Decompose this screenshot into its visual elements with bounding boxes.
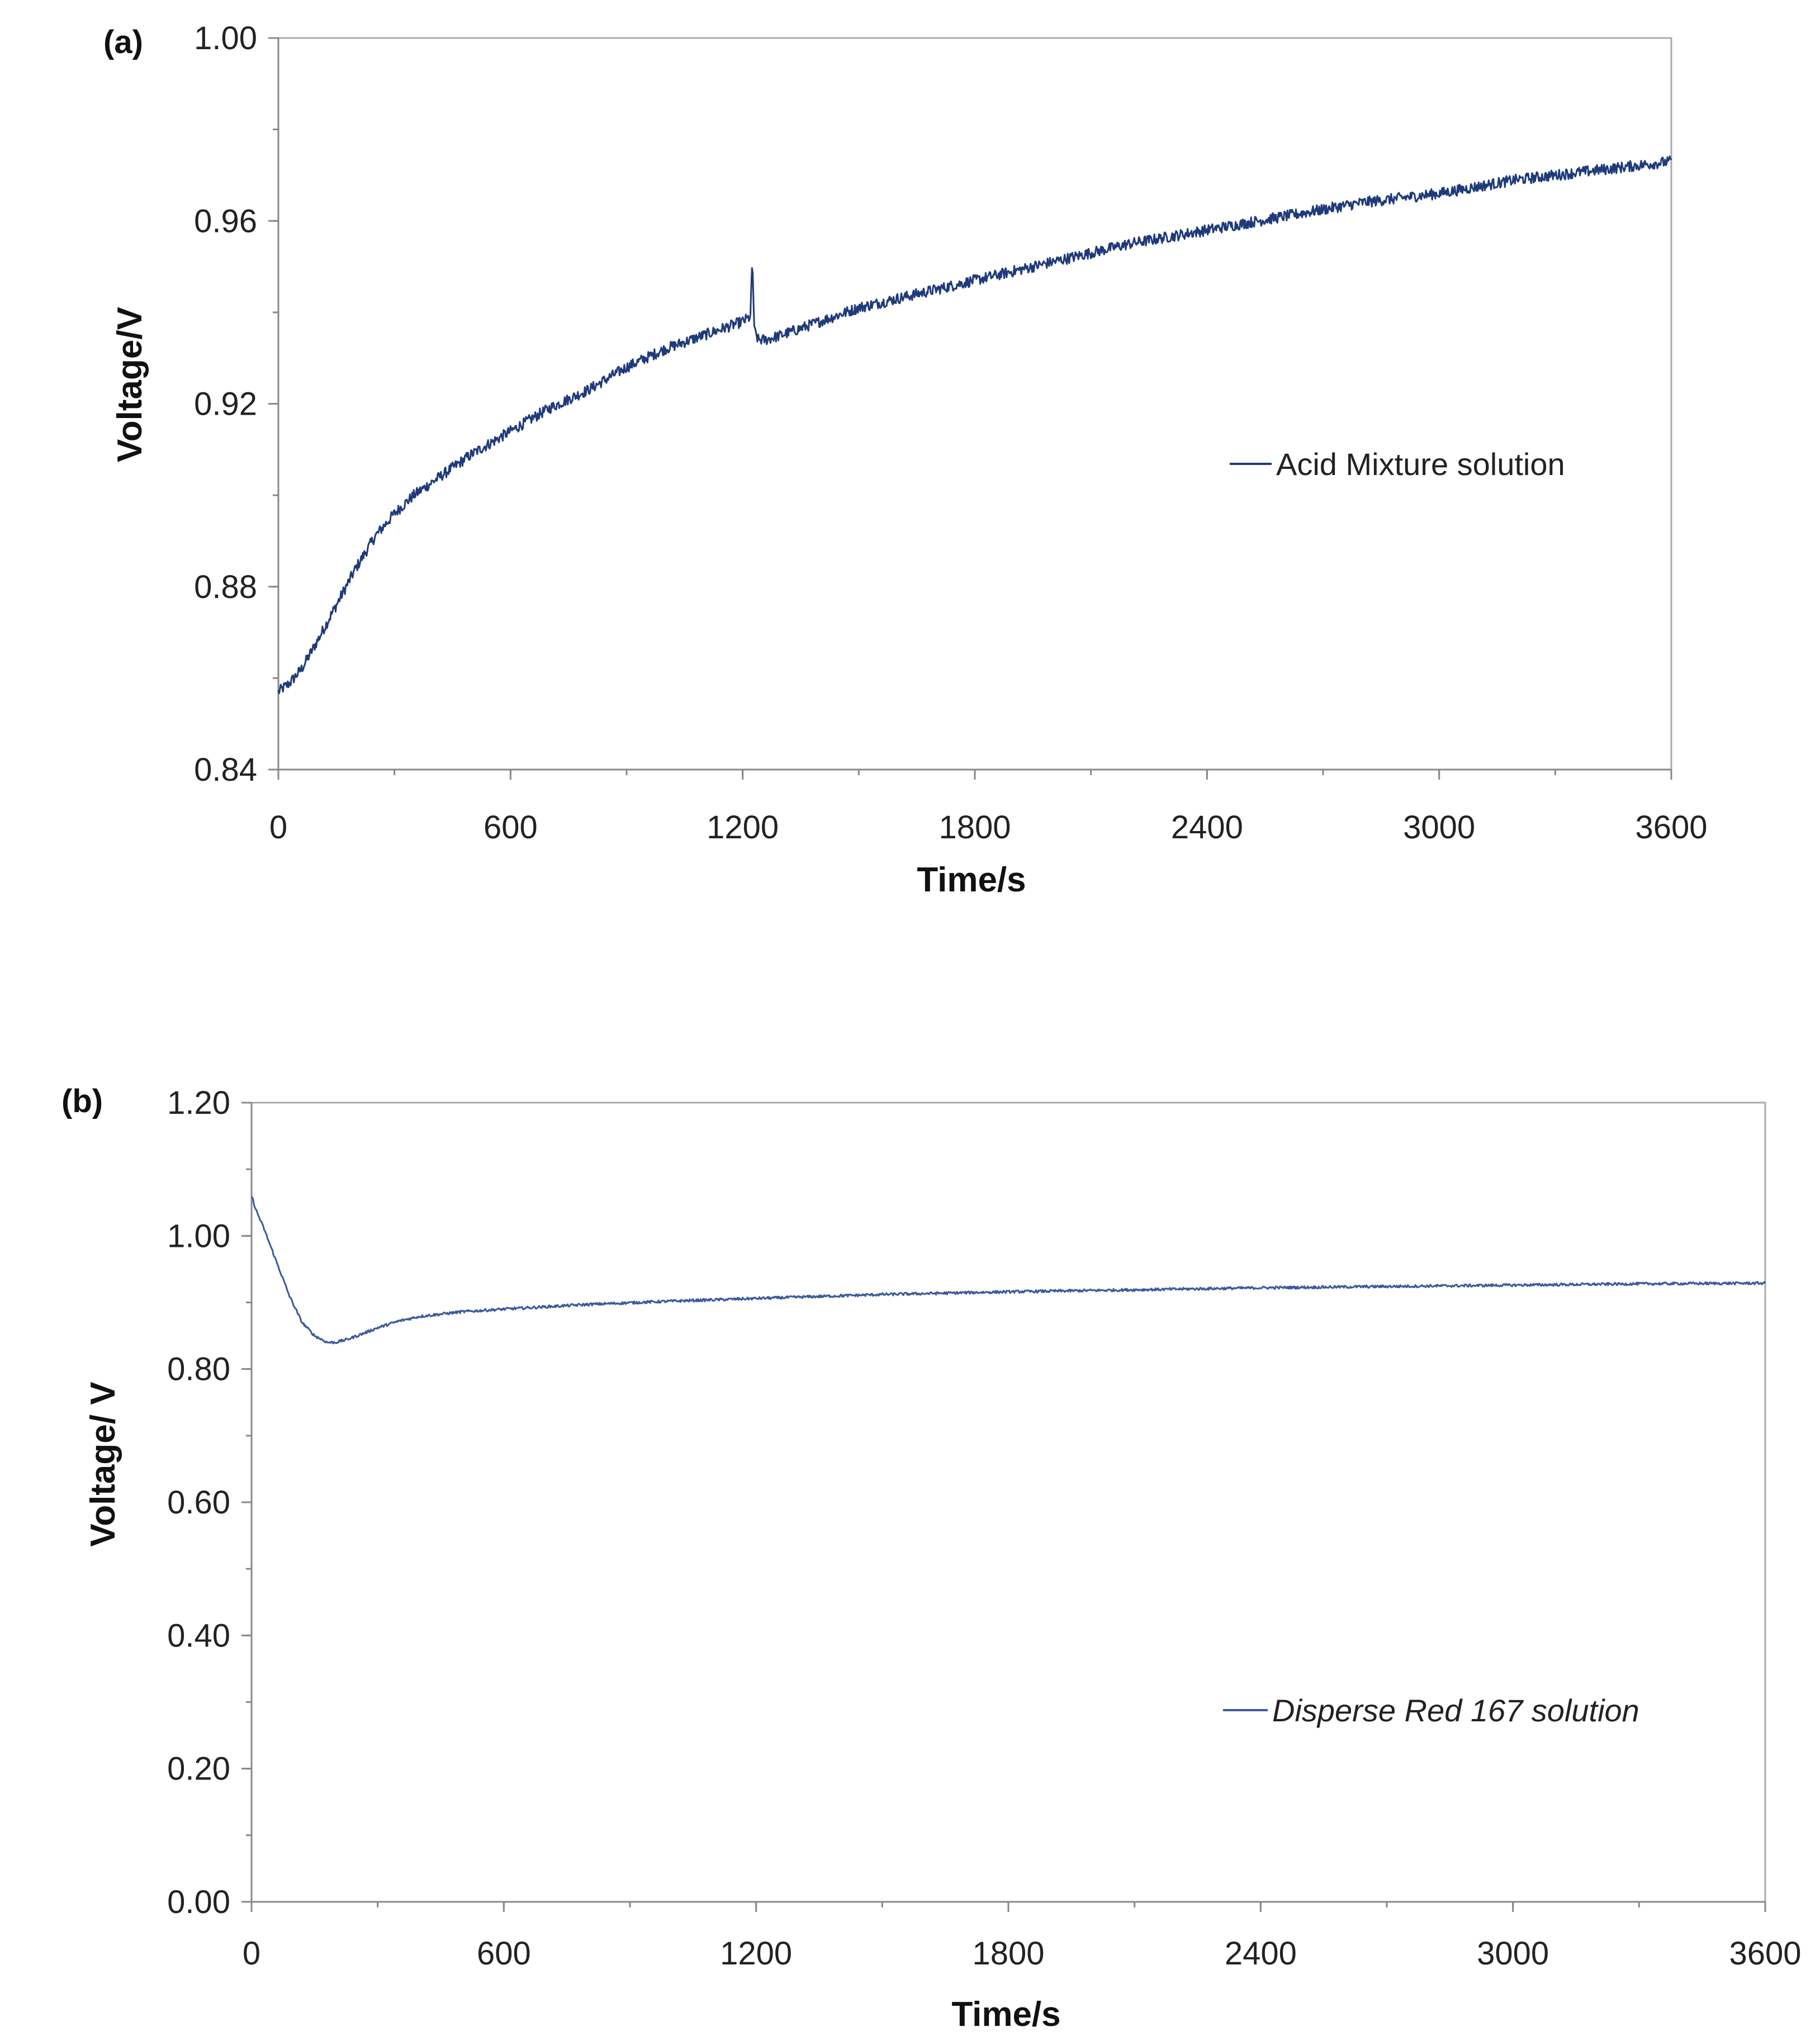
panel-b: (b) Disperse Red 167 solution Time/s Vol… — [61, 1083, 1802, 2034]
panel-b-label: (b) — [61, 1083, 103, 1119]
panel-a-legend: Acid Mixture solution — [1230, 447, 1565, 482]
panel-a-y-tick-label: 1.00 — [194, 20, 257, 56]
panel-b-y-tick-label: 0.00 — [167, 1884, 230, 1920]
panel-a-label: (a) — [103, 24, 143, 60]
panel-a-y-tick-label: 0.92 — [194, 386, 257, 423]
panel-b-x-tick-label: 1200 — [720, 1935, 792, 1972]
panel-a-x-tick-label: 3600 — [1635, 809, 1707, 846]
panel-b-x-tick-label: 3000 — [1477, 1935, 1549, 1972]
panel-a-y-tick-label: 0.96 — [194, 203, 257, 239]
panel-b-y-tick-label: 0.20 — [167, 1751, 230, 1787]
panel-b-x-tick-label: 1800 — [972, 1935, 1044, 1972]
panel-b-y-tick-label: 1.00 — [167, 1218, 230, 1254]
panel-a: (a) Acid Mixture solution Time/s Voltage… — [103, 20, 1708, 899]
panel-b-y-tick-label: 0.60 — [167, 1484, 230, 1521]
panel-a-series-line — [277, 155, 1672, 695]
panel-b-legend-label: Disperse Red 167 solution — [1272, 1693, 1639, 1728]
panel-a-y-tick-label: 0.88 — [194, 569, 257, 605]
panel-b-x-tick-label: 3600 — [1729, 1935, 1801, 1972]
panel-b-x-tick-label: 600 — [477, 1935, 531, 1972]
panel-a-x-tick-label: 2400 — [1171, 809, 1243, 846]
panel-b-series-line — [250, 1195, 1766, 1345]
panel-b-y-tick-label: 0.80 — [167, 1351, 230, 1388]
panel-a-x-tick-label: 0 — [269, 809, 287, 846]
panel-a-legend-label: Acid Mixture solution — [1276, 447, 1565, 482]
panel-b-x-tick-label: 0 — [243, 1935, 260, 1972]
panel-b-plot-frame — [252, 1102, 1766, 1902]
panel-a-x-tick-label: 600 — [484, 809, 538, 846]
panel-a-plot-frame — [278, 37, 1672, 770]
panel-a-y-tick-label: 0.84 — [194, 752, 257, 788]
panel-a-y-axis-title: Voltage/V — [111, 307, 149, 462]
panel-b-legend: Disperse Red 167 solution — [1223, 1693, 1639, 1728]
panel-b-y-tick-label: 0.40 — [167, 1617, 230, 1654]
panel-a-x-tick-label: 1800 — [939, 809, 1011, 846]
panel-a-x-tick-label: 1200 — [707, 809, 779, 846]
panel-b-y-tick-label: 1.20 — [167, 1085, 230, 1121]
panel-b-x-axis-title: Time/s — [951, 1995, 1060, 2034]
panel-a-x-tick-label: 3000 — [1403, 809, 1475, 846]
panel-b-y-axis-title: Voltage/ V — [84, 1382, 122, 1546]
panel-a-x-axis-title: Time/s — [917, 861, 1026, 899]
panel-b-x-tick-label: 2400 — [1225, 1935, 1297, 1972]
